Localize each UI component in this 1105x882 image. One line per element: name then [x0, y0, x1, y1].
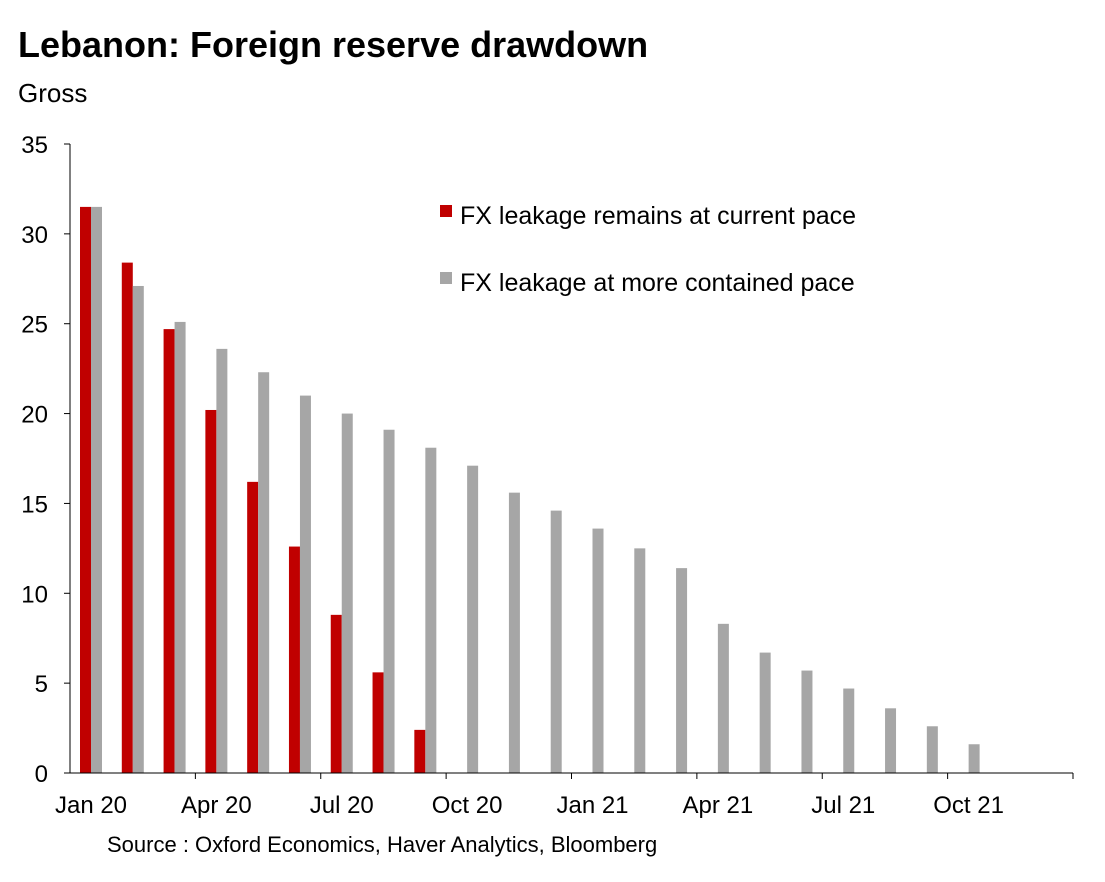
legend-swatch-current-pace — [440, 205, 452, 217]
bar-current-pace-7 — [372, 672, 384, 773]
y-tick-label: 20 — [21, 402, 48, 429]
y-tick-label: 10 — [21, 581, 48, 608]
bar-current-pace-0 — [80, 206, 91, 773]
bar-contained-pace-18 — [843, 688, 855, 773]
y-tick-label: 0 — [35, 761, 48, 788]
bar-contained-pace-6 — [341, 413, 353, 773]
bar-contained-pace-12 — [592, 528, 604, 773]
bar-contained-pace-4 — [258, 372, 270, 773]
bar-current-pace-3 — [205, 409, 217, 773]
chart-subtitle: Gross — [18, 78, 88, 108]
bar-contained-pace-8 — [425, 447, 437, 773]
y-tick-label: 5 — [35, 671, 48, 698]
bar-current-pace-8 — [414, 729, 426, 773]
bar-contained-pace-0 — [91, 206, 102, 773]
bars-group — [80, 206, 980, 773]
bar-contained-pace-7 — [383, 429, 395, 773]
bar-contained-pace-13 — [634, 548, 646, 773]
legend: FX leakage remains at current pace FX lea… — [440, 202, 856, 297]
y-tick-label: 25 — [21, 312, 48, 339]
bar-contained-pace-16 — [759, 652, 771, 773]
x-tick-label: Jul 20 — [310, 792, 374, 819]
bar-current-pace-1 — [121, 262, 133, 773]
y-tick-label: 30 — [21, 222, 48, 249]
source-note: Source : Oxford Economics, Haver Analyti… — [107, 832, 658, 857]
chart-title: Lebanon: Foreign reserve drawdown — [18, 24, 649, 65]
bar-current-pace-2 — [163, 329, 175, 773]
y-tick-label: 15 — [21, 491, 48, 518]
bar-contained-pace-15 — [717, 623, 729, 773]
bar-contained-pace-14 — [676, 568, 688, 773]
bar-contained-pace-20 — [926, 726, 938, 773]
x-tick-label: Apr 20 — [181, 792, 252, 819]
bar-current-pace-5 — [288, 546, 300, 773]
bar-contained-pace-5 — [299, 395, 311, 773]
x-tick-label: Apr 21 — [683, 792, 754, 819]
bar-contained-pace-3 — [216, 348, 228, 773]
bar-contained-pace-9 — [467, 465, 479, 773]
bar-current-pace-6 — [330, 614, 342, 773]
x-tick-label: Jan 21 — [556, 792, 628, 819]
y-tick-label: 35 — [21, 132, 48, 159]
bar-contained-pace-17 — [801, 670, 813, 773]
x-tick-label: Jan 20 — [55, 792, 127, 819]
axes-group: 0 5 10 15 20 25 30 35 Jan 20 Apr 20 Jul 20 Oct 20 Ja… — [21, 132, 1074, 819]
x-tick-label: Jul 21 — [811, 792, 875, 819]
legend-label-current-pace: FX leakage remains at current pace — [460, 202, 856, 230]
legend-swatch-contained-pace — [440, 272, 452, 284]
bar-contained-pace-11 — [550, 510, 562, 773]
bar-contained-pace-21 — [968, 744, 980, 773]
bar-contained-pace-1 — [132, 285, 144, 773]
legend-label-contained-pace: FX leakage at more contained pace — [460, 269, 855, 297]
x-tick-label: Oct 21 — [933, 792, 1004, 819]
bar-contained-pace-10 — [508, 492, 520, 773]
bar-current-pace-4 — [247, 481, 259, 773]
bar-contained-pace-2 — [174, 321, 186, 773]
x-tick-label: Oct 20 — [432, 792, 503, 819]
bar-contained-pace-19 — [885, 708, 897, 773]
